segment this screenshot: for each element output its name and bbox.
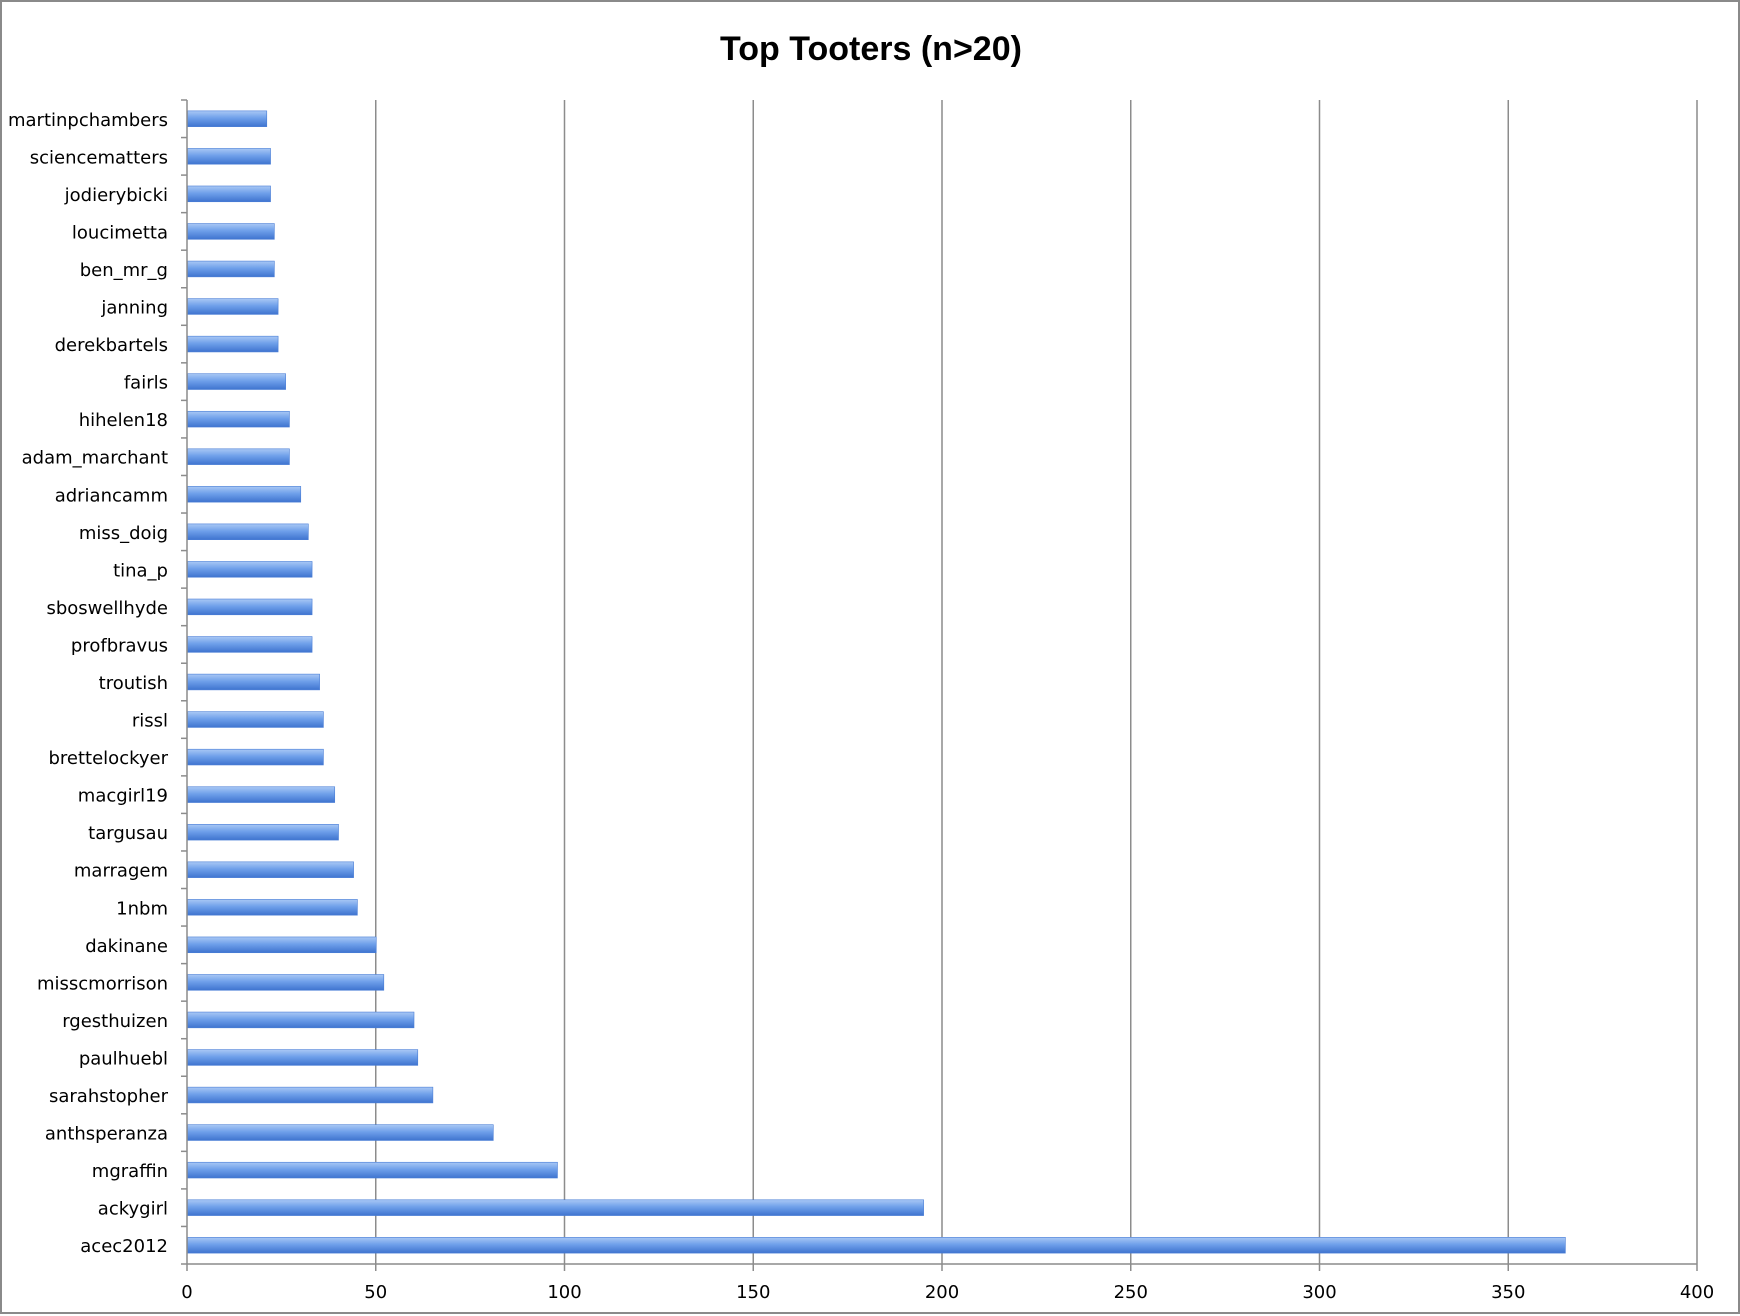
bar-sciencematters xyxy=(187,148,271,165)
category-labels: martinpchambers sciencematters jodierybick… xyxy=(8,110,169,1257)
bar-profbravus xyxy=(187,636,313,653)
category-label-troutish: troutish xyxy=(99,673,168,694)
category-label-misscmorrison: misscmorrison xyxy=(37,973,168,994)
category-label-sboswellhyde: sboswellhyde xyxy=(46,598,168,619)
bar-fairls xyxy=(187,373,286,390)
category-label-paulhuebl: paulhuebl xyxy=(79,1048,168,1069)
category-label-sarahstopher: sarahstopher xyxy=(49,1086,169,1107)
category-label-hihelen18: hihelen18 xyxy=(79,410,168,431)
bar-paulhuebl xyxy=(187,1049,419,1066)
bar-rgesthuizen xyxy=(187,1011,415,1029)
category-label-macgirl19: macgirl19 xyxy=(78,786,168,807)
category-label-acec2012: acec2012 xyxy=(80,1236,168,1257)
x-tick-label-50: 50 xyxy=(364,1282,387,1303)
category-label-dakinane: dakinane xyxy=(85,936,168,957)
category-label-brettelockyer: brettelockyer xyxy=(48,748,168,769)
bar-miss_doig xyxy=(187,523,309,540)
bar-acec2012 xyxy=(187,1237,1566,1254)
bar-dakinane xyxy=(187,936,377,954)
bar-macgirl19 xyxy=(187,786,336,803)
bar-janning xyxy=(187,298,279,315)
bar-targusau xyxy=(187,824,339,841)
bar-troutish xyxy=(187,673,320,691)
category-label-loucimetta: loucimetta xyxy=(72,222,168,243)
x-tick-label-150: 150 xyxy=(736,1282,770,1303)
category-label-mgraffin: mgraffin xyxy=(92,1161,168,1182)
category-label-1nbm: 1nbm xyxy=(116,898,168,919)
bar-mgraffin xyxy=(187,1161,558,1179)
category-label-martinpchambers: martinpchambers xyxy=(8,110,168,131)
category-label-tina_p: tina_p xyxy=(113,560,168,581)
bar-adam_marchant xyxy=(187,448,290,465)
bar-jodierybicki xyxy=(187,185,271,203)
bar-rissl xyxy=(187,711,324,728)
bar-ben_mr_g xyxy=(187,260,275,278)
bar-marragem xyxy=(187,861,354,878)
chart-title: Top Tooters (n>20) xyxy=(720,30,1022,68)
bars xyxy=(187,110,1566,1254)
bar-sboswellhyde xyxy=(187,598,313,616)
category-label-jodierybicki: jodierybicki xyxy=(64,185,168,206)
category-label-ben_mr_g: ben_mr_g xyxy=(80,260,168,281)
bar-sarahstopher xyxy=(187,1086,434,1104)
bar-hihelen18 xyxy=(187,410,290,428)
x-tick-label-350: 350 xyxy=(1491,1282,1525,1303)
bar-tina_p xyxy=(187,561,313,578)
bar-loucimetta xyxy=(187,223,275,240)
category-label-janning: janning xyxy=(100,298,168,319)
bar-1nbm xyxy=(187,899,358,916)
category-label-fairls: fairls xyxy=(124,373,168,394)
x-tick-label-200: 200 xyxy=(925,1282,959,1303)
category-label-sciencematters: sciencematters xyxy=(30,147,168,168)
category-label-anthsperanza: anthsperanza xyxy=(45,1124,168,1145)
bar-martinpchambers xyxy=(187,110,268,127)
axes xyxy=(181,99,1698,1271)
category-label-marragem: marragem xyxy=(74,861,168,882)
x-tick-label-300: 300 xyxy=(1302,1282,1336,1303)
bar-anthsperanza xyxy=(187,1124,494,1141)
bar-adriancamm xyxy=(187,486,302,503)
bar-brettelockyer xyxy=(187,748,324,766)
category-label-targusau: targusau xyxy=(88,823,168,844)
category-label-rissl: rissl xyxy=(132,711,168,732)
category-label-adam_marchant: adam_marchant xyxy=(22,448,168,469)
category-label-derekbartels: derekbartels xyxy=(55,335,168,356)
bar-ackygirl xyxy=(187,1199,924,1216)
bar-misscmorrison xyxy=(187,974,385,991)
category-label-profbravus: profbravus xyxy=(71,635,168,656)
gridlines xyxy=(375,100,1698,1264)
bar-derekbartels xyxy=(187,335,279,353)
x-axis-tick-labels: 0 50 100 150 200 250 300 350 400 xyxy=(181,1282,1714,1303)
x-tick-label-100: 100 xyxy=(547,1282,581,1303)
category-label-miss_doig: miss_doig xyxy=(79,523,168,544)
x-tick-label-400: 400 xyxy=(1680,1282,1714,1303)
x-tick-label-0: 0 xyxy=(181,1282,192,1303)
x-tick-label-250: 250 xyxy=(1114,1282,1148,1303)
category-label-ackygirl: ackygirl xyxy=(98,1199,168,1220)
category-label-rgesthuizen: rgesthuizen xyxy=(62,1011,168,1032)
category-label-adriancamm: adriancamm xyxy=(55,485,168,506)
